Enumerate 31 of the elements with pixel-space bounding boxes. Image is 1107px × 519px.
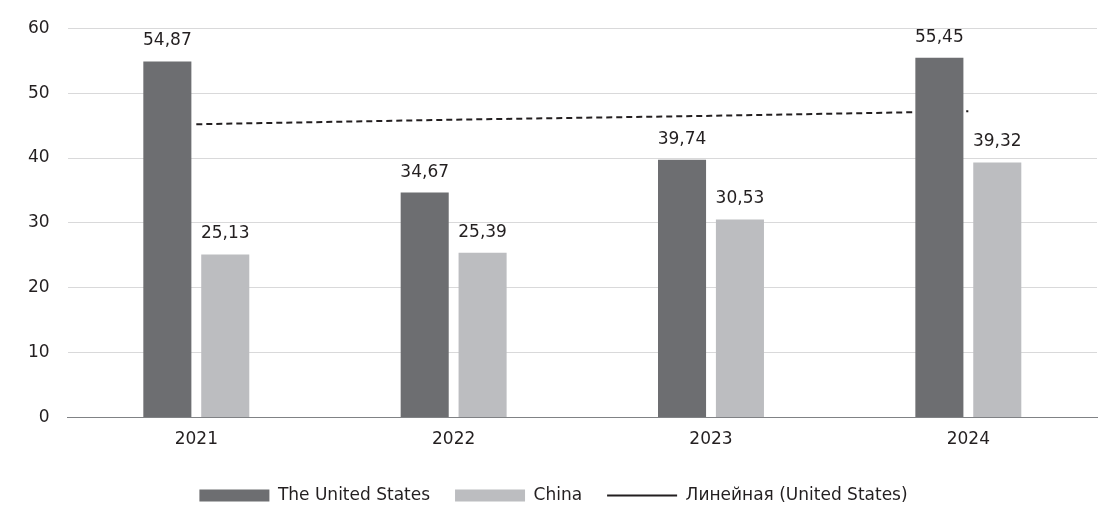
bar (143, 61, 192, 418)
y-tick-label: 50 (27, 81, 50, 102)
bar (658, 159, 707, 418)
data-label: 25,13 (200, 222, 250, 243)
y-tick-label: 10 (27, 341, 50, 362)
y-tick-label: 40 (27, 146, 50, 167)
y-tick-label: 20 (27, 276, 50, 297)
data-label: 39,32 (972, 130, 1022, 151)
bar (973, 162, 1022, 418)
y-tick-label: 60 (27, 16, 50, 37)
data-label: 34,67 (400, 160, 450, 181)
bar (915, 57, 964, 418)
bar (458, 252, 507, 418)
data-label: 55,45 (915, 25, 964, 46)
data-label: 39,74 (657, 127, 707, 148)
line-series (195, 110, 970, 126)
x-tick-label: 2023 (689, 428, 733, 449)
legend-label: Линейная (United States) (685, 483, 908, 504)
data-label: 30,53 (715, 187, 765, 208)
x-tick-label: 2021 (174, 428, 218, 449)
x-tick-label: 2024 (946, 428, 990, 449)
x-tick-label: 2022 (432, 428, 476, 449)
y-tick-label: 30 (27, 211, 50, 232)
bar (201, 254, 250, 418)
y-tick-label: 0 (38, 406, 50, 427)
bar (715, 219, 764, 418)
legend-label: The United States (276, 483, 431, 504)
data-label: 54,87 (143, 29, 192, 50)
bar (400, 192, 449, 418)
data-label: 25,39 (458, 220, 507, 241)
legend-label: China (533, 483, 583, 504)
